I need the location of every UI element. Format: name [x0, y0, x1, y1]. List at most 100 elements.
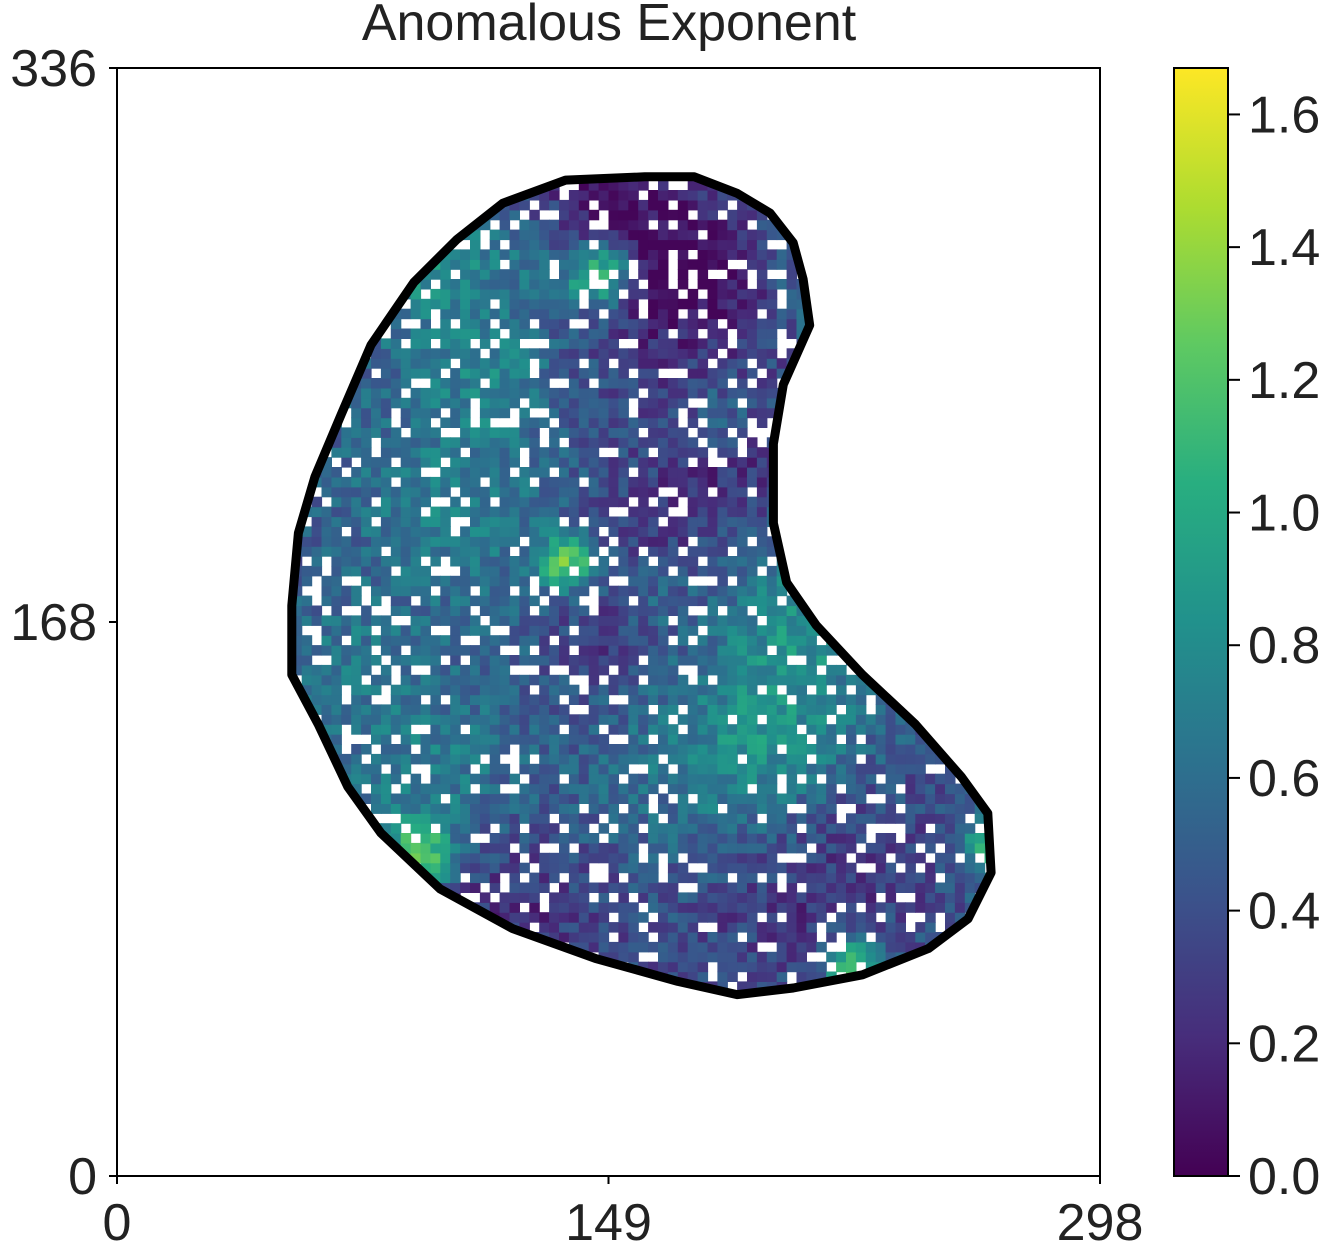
heatmap-cell	[707, 239, 718, 250]
heatmap-cell	[568, 526, 580, 537]
heatmap-cell	[747, 902, 758, 913]
heatmap-cell	[569, 1001, 580, 1012]
heatmap-cell	[747, 655, 758, 666]
heatmap-cell	[796, 941, 807, 953]
heatmap-cell	[766, 318, 778, 330]
heatmap-cell	[351, 506, 362, 518]
heatmap-cell	[826, 318, 837, 330]
heatmap-cell	[786, 526, 798, 537]
heatmap-cell	[549, 674, 560, 686]
heatmap-cell	[816, 595, 827, 607]
heatmap-cell	[667, 932, 679, 943]
heatmap-cell	[865, 635, 877, 646]
heatmap-cell	[846, 714, 857, 725]
heatmap-cell	[776, 308, 788, 320]
heatmap-cell	[865, 219, 877, 231]
heatmap-cell	[410, 457, 422, 468]
heatmap-cell	[351, 190, 362, 201]
heatmap-cell	[341, 259, 352, 270]
heatmap-cell	[618, 199, 629, 211]
heatmap-cell	[915, 734, 926, 745]
heatmap-cell	[549, 397, 560, 409]
heatmap-cell	[806, 793, 817, 804]
heatmap-cell	[855, 714, 867, 725]
heatmap-cell	[301, 902, 313, 913]
heatmap-cell	[836, 457, 847, 468]
heatmap-cell	[539, 229, 550, 241]
heatmap-cell	[816, 180, 827, 191]
heatmap-cell	[628, 209, 639, 221]
heatmap-cell	[509, 991, 520, 995]
heatmap-cell	[450, 783, 461, 795]
heatmap-cell	[470, 1001, 481, 1012]
heatmap-cell	[737, 338, 748, 349]
heatmap-cell	[727, 763, 738, 775]
heatmap-cell	[786, 872, 798, 884]
heatmap-cell	[885, 229, 897, 241]
heatmap-cell	[311, 912, 323, 923]
heatmap-cell	[440, 902, 451, 913]
heatmap-cell	[549, 704, 560, 715]
heatmap-cell	[667, 239, 679, 250]
heatmap-cell	[539, 496, 550, 508]
heatmap-cell	[301, 219, 313, 231]
heatmap-cell	[549, 744, 560, 755]
heatmap-cell	[687, 932, 699, 943]
heatmap-cell	[707, 902, 718, 913]
heatmap-cell	[400, 971, 412, 982]
heatmap-cell	[885, 833, 897, 844]
heatmap-cell	[499, 279, 511, 290]
heatmap-cell	[410, 338, 422, 349]
heatmap-cell	[519, 496, 530, 508]
heatmap-cell	[529, 674, 540, 686]
heatmap-cell	[766, 635, 778, 646]
heatmap-cell	[430, 635, 441, 646]
heatmap-cell	[885, 902, 897, 913]
heatmap-cell	[598, 328, 610, 339]
heatmap-cell	[658, 773, 669, 785]
heatmap-cell	[638, 249, 649, 260]
heatmap-cell	[687, 486, 699, 498]
heatmap-cell	[865, 872, 877, 884]
heatmap-cell	[440, 803, 451, 814]
heatmap-cell	[559, 219, 570, 231]
heatmap-cell	[390, 526, 402, 537]
heatmap-cell	[361, 902, 372, 913]
heatmap-cell	[341, 991, 352, 995]
heatmap-cell	[826, 457, 837, 468]
heatmap-cell	[559, 684, 570, 696]
heatmap-cell	[311, 536, 323, 547]
heatmap-cell	[400, 358, 412, 369]
heatmap-cell	[420, 714, 431, 725]
heatmap-cell	[836, 793, 847, 804]
heatmap-cell	[371, 219, 382, 231]
heatmap-cell	[855, 407, 867, 419]
heatmap-cell	[440, 318, 451, 330]
heatmap-cell	[430, 932, 441, 943]
heatmap-cell	[756, 387, 768, 399]
heatmap-cell	[380, 565, 392, 577]
heatmap-cell	[321, 308, 332, 320]
heatmap-cell	[756, 407, 768, 419]
heatmap-cell	[935, 991, 946, 995]
heatmap-cell	[875, 348, 887, 359]
heatmap-cell	[470, 951, 481, 963]
heatmap-cell	[826, 378, 837, 389]
heatmap-cell	[707, 783, 718, 795]
heatmap-cell	[430, 546, 441, 557]
heatmap-cell	[836, 160, 847, 171]
heatmap-cell	[628, 615, 639, 626]
heatmap-cell	[826, 872, 837, 884]
heatmap-cell	[697, 773, 709, 785]
heatmap-cell	[667, 556, 679, 567]
heatmap-cell	[687, 318, 699, 330]
heatmap-cell	[875, 645, 887, 656]
heatmap-cell	[430, 516, 441, 527]
heatmap-cell	[598, 467, 610, 478]
heatmap-cell	[301, 655, 313, 666]
heatmap-cell	[331, 546, 342, 557]
heatmap-cell	[826, 249, 837, 260]
heatmap-cell	[559, 833, 570, 844]
heatmap-cell	[766, 922, 778, 933]
heatmap-cell	[796, 546, 807, 557]
